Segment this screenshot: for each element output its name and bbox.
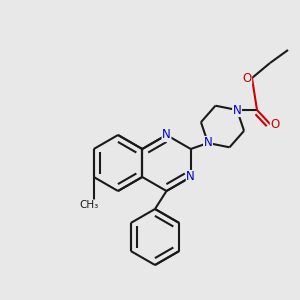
Text: N: N (232, 103, 242, 116)
Text: O: O (242, 71, 252, 85)
Text: N: N (162, 128, 171, 142)
Text: N: N (186, 170, 195, 184)
Text: O: O (270, 118, 280, 131)
Text: N: N (204, 136, 212, 149)
Text: CH₃: CH₃ (79, 200, 98, 210)
